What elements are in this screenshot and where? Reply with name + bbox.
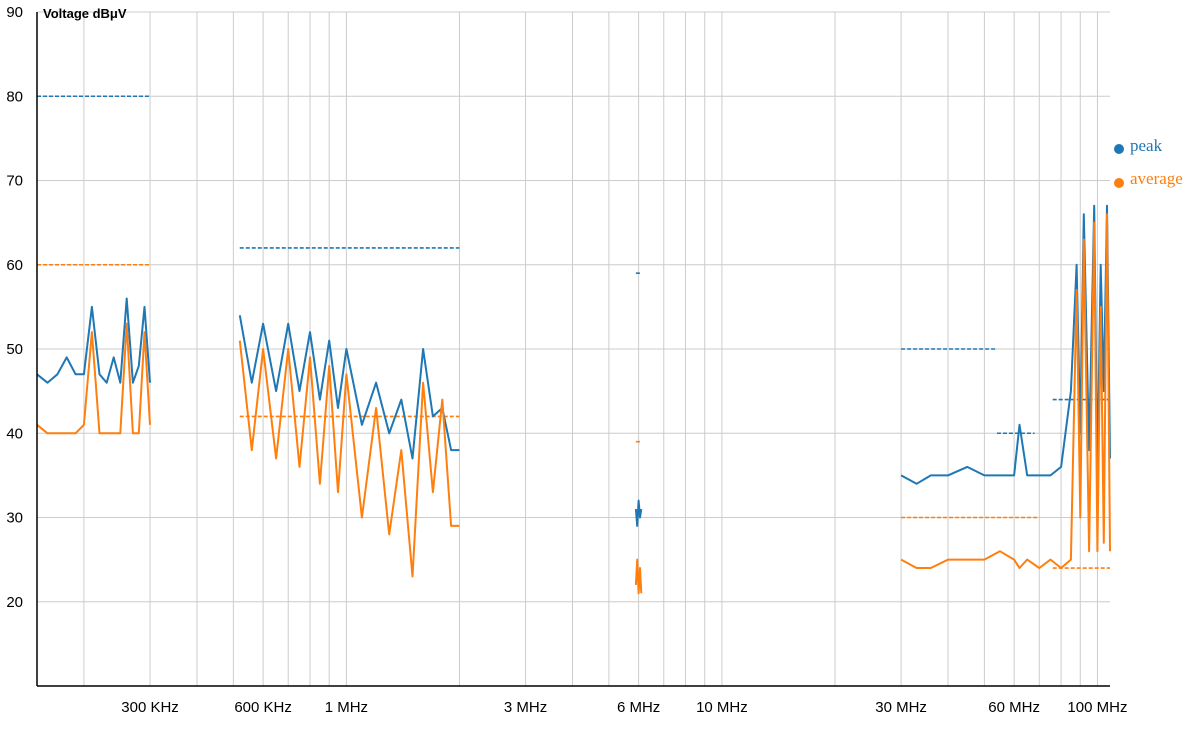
series-line-average [900,213,1111,569]
y-tick-labels: 20 30 40 50 60 70 80 90 [6,4,23,611]
grid-lines [37,11,1110,686]
x-tick-label: 30 MHz [875,699,927,716]
legend: peak average [1114,136,1183,188]
legend-label-peak[interactable]: peak [1130,136,1163,155]
x-tick-label: 6 MHz [617,699,660,716]
series-line-peak [634,499,643,527]
y-tick-label: 90 [6,4,23,21]
x-tick-labels: 300 KHz 600 KHz 1 MHz 3 MHz 6 MHz 10 MHz 30 MH… [121,699,1127,716]
series-line-average [36,322,151,435]
y-tick-label: 70 [6,173,23,190]
legend-marker-peak [1114,144,1124,154]
x-tick-label: 300 KHz [121,699,179,716]
y-tick-label: 80 [6,88,23,105]
x-tick-label: 60 MHz [988,699,1040,716]
legend-label-average[interactable]: average [1130,169,1183,188]
x-tick-label: 10 MHz [696,699,748,716]
series-line-average [238,340,460,578]
x-tick-label: 100 MHz [1067,699,1127,716]
y-tick-label: 60 [6,257,23,274]
x-tick-label: 600 KHz [234,699,292,716]
series-line-peak [238,315,460,460]
y-tick-label: 20 [6,594,23,611]
limit-lines [37,95,1110,569]
series-line-average [634,558,643,595]
legend-marker-average [1114,178,1124,188]
y-axis-label: Voltage dBμV [43,6,127,21]
y-tick-label: 30 [6,510,23,527]
series-line-peak [36,297,151,384]
series-lines [36,204,1111,595]
y-tick-label: 40 [6,425,23,442]
x-tick-label: 3 MHz [504,699,547,716]
x-tick-label: 1 MHz [325,699,368,716]
y-tick-label: 50 [6,341,23,358]
